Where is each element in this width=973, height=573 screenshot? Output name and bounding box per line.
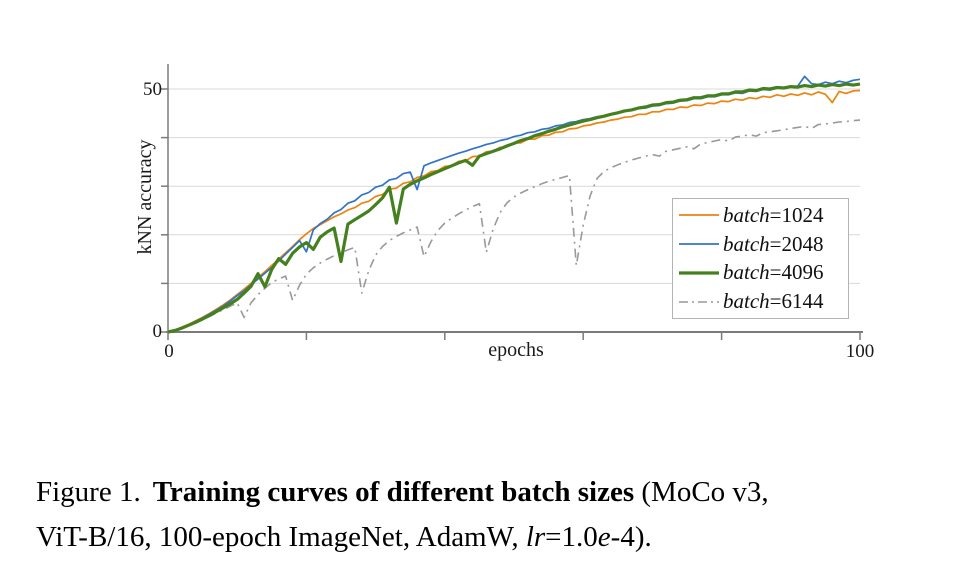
- series-line-batch-6144: [167, 119, 861, 333]
- legend-swatch-batch-4096: [679, 271, 719, 275]
- training-curves-chart: 50 0 0 100 epochs kNN accuracy batch =102…: [134, 64, 875, 362]
- series-line-batch-4096: [167, 82, 861, 334]
- legend-label-var: batch: [723, 260, 770, 285]
- y-tick-label-50: 50: [143, 79, 162, 100]
- x-tick-label-100: 100: [845, 341, 875, 362]
- caption-figure-label: Figure 1.: [36, 476, 141, 508]
- plot-svg: [161, 64, 863, 340]
- results-table: batch 1024 2048 4096 6144 linear acc. 71…: [0, 365, 973, 465]
- figure-caption: Figure 1. Training curves of different ba…: [36, 470, 966, 560]
- legend-swatch-batch-2048: [679, 243, 719, 245]
- legend-label-var: batch: [723, 289, 770, 314]
- legend-swatch-batch-1024: [679, 214, 719, 217]
- axis-label-epochs: epochs: [488, 339, 544, 361]
- legend-item-batch-6144: batch =6144: [678, 288, 848, 316]
- caption-lr-var: lr: [525, 521, 546, 553]
- caption-tail: -4).: [610, 521, 652, 553]
- caption-bold-title: Training curves of different batch sizes: [152, 476, 635, 508]
- legend-label-value: =6144: [769, 289, 824, 314]
- y-tick-label-0: 0: [152, 321, 163, 342]
- caption-line2: ViT-B/16, 100-epoch ImageNet, AdamW,: [36, 521, 526, 553]
- legend: batch =1024 batch =2048 batch =4096 batch =6144: [672, 198, 849, 319]
- legend-item-batch-2048: batch =2048: [678, 230, 848, 258]
- legend-label-value: =4096: [769, 260, 824, 285]
- legend-label-var: batch: [723, 231, 770, 256]
- legend-item-batch-1024: batch =1024: [678, 201, 848, 229]
- caption-e-var: e: [597, 521, 611, 553]
- axis-label-knn-accuracy: kNN accuracy: [134, 139, 156, 255]
- legend-label-value: =2048: [769, 231, 824, 256]
- legend-label-value: =1024: [769, 202, 824, 227]
- legend-item-batch-4096: batch =4096: [678, 259, 848, 287]
- legend-swatch-batch-6144: [679, 300, 719, 303]
- caption-lr-value: =1.0: [545, 521, 598, 553]
- legend-label-var: batch: [723, 202, 770, 227]
- caption-after-bold: (MoCo v3,: [634, 476, 769, 508]
- x-tick-label-0: 0: [164, 341, 174, 362]
